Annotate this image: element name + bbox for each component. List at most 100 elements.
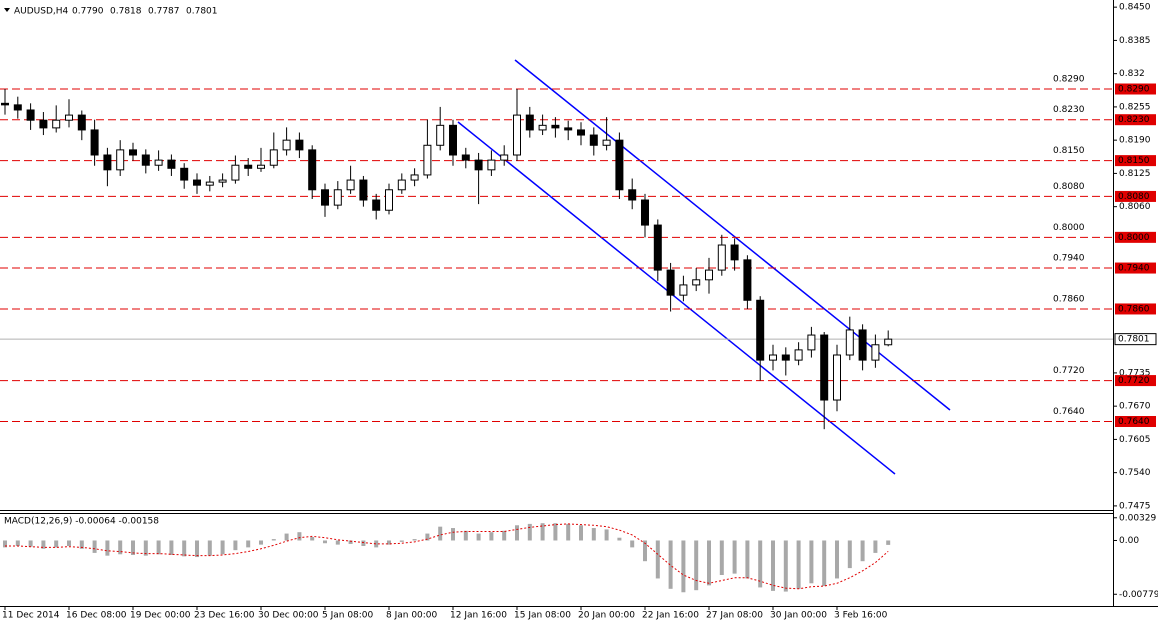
macd-bar xyxy=(118,540,123,555)
candle-body xyxy=(641,199,649,226)
x-tick-label: 16 Dec 08:00 xyxy=(66,611,127,621)
x-tick-label: 12 Jan 16:00 xyxy=(450,611,507,621)
x-tick-label: 27 Jan 08:00 xyxy=(706,611,763,621)
level-box-label: 0.7940 xyxy=(1118,264,1150,274)
candle-body xyxy=(845,329,854,356)
macd-y-tick-label: 0.00 xyxy=(1119,536,1139,546)
level-box xyxy=(1115,416,1156,428)
candle-body xyxy=(410,174,419,181)
macd-label: MACD(12,26,9) -0.00064 -0.00158 xyxy=(4,517,159,527)
macd-bar xyxy=(361,540,366,546)
macd-bar xyxy=(412,539,417,541)
macd-bar xyxy=(297,532,302,541)
menu-arrow[interactable] xyxy=(4,8,10,12)
candle-body xyxy=(717,244,726,271)
level-box-label: 0.7860 xyxy=(1118,304,1150,314)
macd-signal xyxy=(5,523,889,590)
candle-body xyxy=(26,109,35,121)
macd-bar xyxy=(489,532,494,541)
candle-body xyxy=(436,124,445,146)
level-box-label: 0.8150 xyxy=(1118,156,1150,166)
candle-body xyxy=(500,154,509,161)
macd-bar xyxy=(617,537,622,541)
candle-body xyxy=(385,189,393,211)
level-label: 0.7640 xyxy=(1053,407,1085,417)
x-tick-label: 22 Jan 16:00 xyxy=(642,611,699,621)
candle-body xyxy=(65,114,73,121)
level-label: 0.8230 xyxy=(1053,105,1085,115)
symbol: AUDUSD,H4 xyxy=(14,7,69,17)
macd-bar xyxy=(92,540,97,553)
macd-bar xyxy=(143,540,148,556)
macd-bar xyxy=(579,525,583,541)
y-tick-label: 0.7540 xyxy=(1119,468,1151,478)
y-tick-label: 0.8385 xyxy=(1119,36,1151,46)
candle-body xyxy=(321,189,329,206)
candle-body xyxy=(449,124,457,156)
level-label: 0.8290 xyxy=(1053,75,1085,85)
candle-body xyxy=(679,284,688,296)
macd-bar xyxy=(822,540,827,587)
macd-bar xyxy=(220,540,225,555)
y-tick-label: 0.7475 xyxy=(1119,501,1151,511)
macd-bar xyxy=(835,540,839,579)
current-price-label: 0.7801 xyxy=(1118,335,1150,345)
macd-y-tick-label: 0.00329 xyxy=(1119,513,1156,523)
candle-body xyxy=(564,127,573,131)
level-box xyxy=(1115,114,1156,126)
macd-bar xyxy=(438,526,443,541)
header-value: 0.7787 xyxy=(148,7,180,17)
macd-bar xyxy=(719,540,724,575)
macd-bar xyxy=(451,528,455,541)
candle-body xyxy=(461,154,470,161)
candle-body xyxy=(525,114,534,131)
candle-body xyxy=(730,244,739,261)
x-tick-label: 8 Jan 00:00 xyxy=(386,611,438,621)
macd-bar xyxy=(694,540,699,591)
level-box xyxy=(1115,262,1156,274)
y-tick-label: 0.8060 xyxy=(1119,202,1151,212)
x-tick-label: 3 Feb 16:00 xyxy=(834,611,888,621)
candle-body xyxy=(218,179,227,183)
macd-bar xyxy=(758,540,763,588)
macd-bar xyxy=(156,540,161,555)
y-tick-label: 0.8450 xyxy=(1119,3,1151,13)
level-box xyxy=(1115,190,1156,202)
level-box-label: 0.8080 xyxy=(1118,192,1150,202)
macd-bar xyxy=(783,540,788,592)
candle-body xyxy=(372,199,381,211)
macd-bar xyxy=(604,529,609,541)
macd-bar xyxy=(847,540,852,569)
macd-bar xyxy=(540,523,545,541)
candle-body xyxy=(231,164,240,181)
macd-bar xyxy=(67,540,71,546)
level-label: 0.7720 xyxy=(1053,366,1085,376)
macd-bar xyxy=(195,540,199,558)
macd-bar xyxy=(284,533,289,541)
candle-body xyxy=(282,139,291,151)
macd-bar xyxy=(169,540,174,555)
macd-bar xyxy=(527,523,532,541)
macd-bar xyxy=(54,540,59,548)
y-tick-label: 0.832 xyxy=(1119,69,1145,79)
candle-body xyxy=(781,354,790,361)
macd-bar xyxy=(566,523,571,541)
candle-body xyxy=(705,269,713,281)
candle-body xyxy=(167,159,176,169)
level-box-label: 0.8230 xyxy=(1118,115,1150,125)
level-box-label: 0.7640 xyxy=(1118,417,1150,427)
candle-body xyxy=(628,189,637,201)
y-tick-label: 0.7735 xyxy=(1119,368,1151,378)
macd-bar xyxy=(681,540,686,593)
macd-bar xyxy=(886,540,891,545)
level-label: 0.8080 xyxy=(1053,182,1085,192)
macd-bar xyxy=(387,540,391,545)
candle-body xyxy=(180,167,189,181)
candle-body xyxy=(577,129,585,136)
candle-body xyxy=(308,149,317,191)
candle-body xyxy=(487,159,496,171)
candle-body xyxy=(884,338,893,346)
macd-bar xyxy=(259,540,263,545)
candle-body xyxy=(743,259,752,301)
